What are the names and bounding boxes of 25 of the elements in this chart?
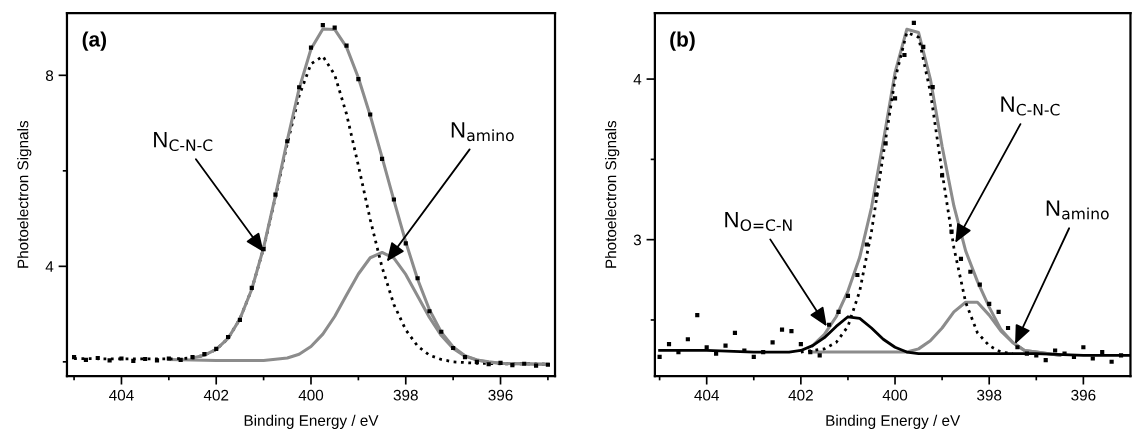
x-tick-label: 400: [298, 389, 324, 401]
annotation: N$_{C-N-C}$: [1001, 96, 1060, 116]
y-axis-title: Photoelectron Signals: [605, 120, 620, 268]
x-tick-label: 402: [203, 389, 229, 401]
x-tick-label: 396: [488, 389, 513, 401]
text: (b): [670, 31, 695, 51]
y-tick-label: 8: [45, 70, 54, 81]
y-tick-label: 4: [633, 74, 642, 85]
x-tick-label: 404: [109, 389, 134, 401]
x-axis-title: Binding Energy / eV: [826, 414, 961, 429]
x-axis-title: Binding Energy / eV: [244, 414, 379, 429]
y-tick-label: 4: [45, 261, 54, 272]
annotation: N$_{O=C-N}$: [725, 212, 792, 232]
text: (a): [82, 31, 107, 51]
x-tick-label: 398: [977, 389, 1002, 401]
y-axis-title: Photoelectron Signals: [17, 120, 32, 268]
annotation: N$_{amino}$: [1046, 200, 1109, 220]
x-tick-label: 400: [882, 389, 908, 401]
x-tick-label: 398: [393, 389, 418, 401]
y-tick-label: 3: [633, 234, 642, 246]
x-tick-label: 402: [788, 389, 813, 401]
annotation: N$_{C-N-C}$: [154, 132, 213, 152]
x-tick-label: 404: [694, 389, 719, 401]
x-tick-label: 396: [1071, 389, 1096, 401]
annotation: N$_{amino}$: [451, 122, 514, 142]
